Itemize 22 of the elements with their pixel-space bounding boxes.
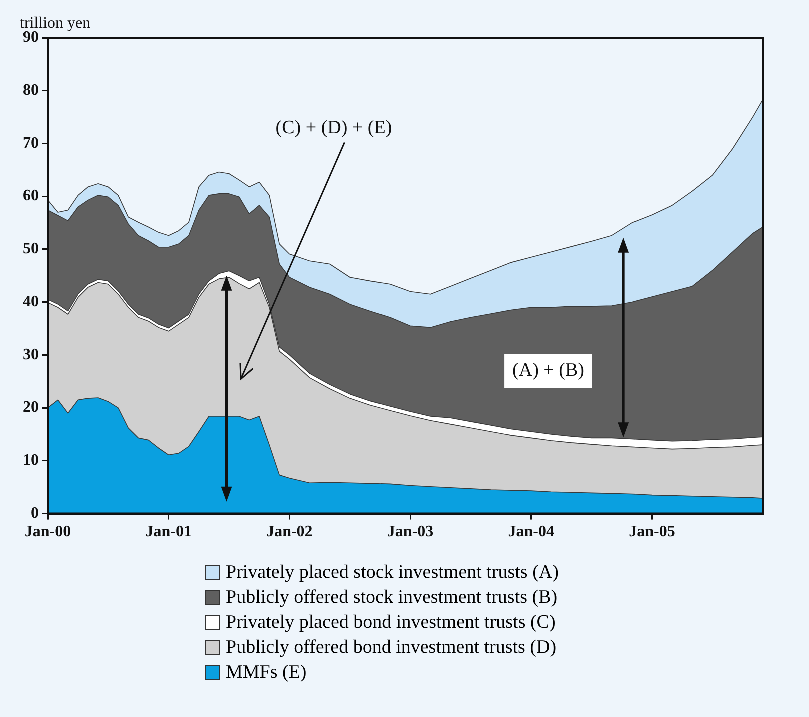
y-tick-label: 60 bbox=[23, 188, 39, 205]
x-tick-label: Jan-05 bbox=[629, 524, 676, 541]
legend-label: MMFs (E) bbox=[226, 661, 307, 685]
legend-label: Privately placed stock investment trusts (A) bbox=[226, 561, 559, 585]
x-tick-label: Jan-04 bbox=[508, 524, 554, 541]
x-tick-label: Jan-00 bbox=[24, 524, 72, 541]
y-tick-label: 0 bbox=[31, 504, 39, 522]
annotation: (A) + (B) bbox=[512, 360, 584, 382]
y-tick-label: 50 bbox=[23, 240, 39, 258]
x-tick-label: Jan-03 bbox=[387, 524, 434, 541]
y-tick-label: 10 bbox=[23, 452, 39, 470]
annotation: (C) + (D) + (E) bbox=[276, 117, 392, 138]
y-tick-label: 20 bbox=[23, 399, 39, 416]
y-tick-label: 80 bbox=[23, 82, 39, 100]
legend-label: Privately placed bond investment trusts (C) bbox=[226, 611, 556, 635]
x-tick-label: Jan-02 bbox=[266, 524, 313, 541]
x-tick-label: Jan-01 bbox=[146, 524, 192, 541]
legend-label: Publicly offered stock investment trusts (B) bbox=[226, 586, 558, 610]
legend-label: Publicly offered bond investment trusts (D) bbox=[226, 636, 557, 660]
y-tick-label: 30 bbox=[23, 346, 39, 364]
y-tick-label: 40 bbox=[23, 293, 39, 310]
y-tick-label: 70 bbox=[23, 134, 39, 152]
